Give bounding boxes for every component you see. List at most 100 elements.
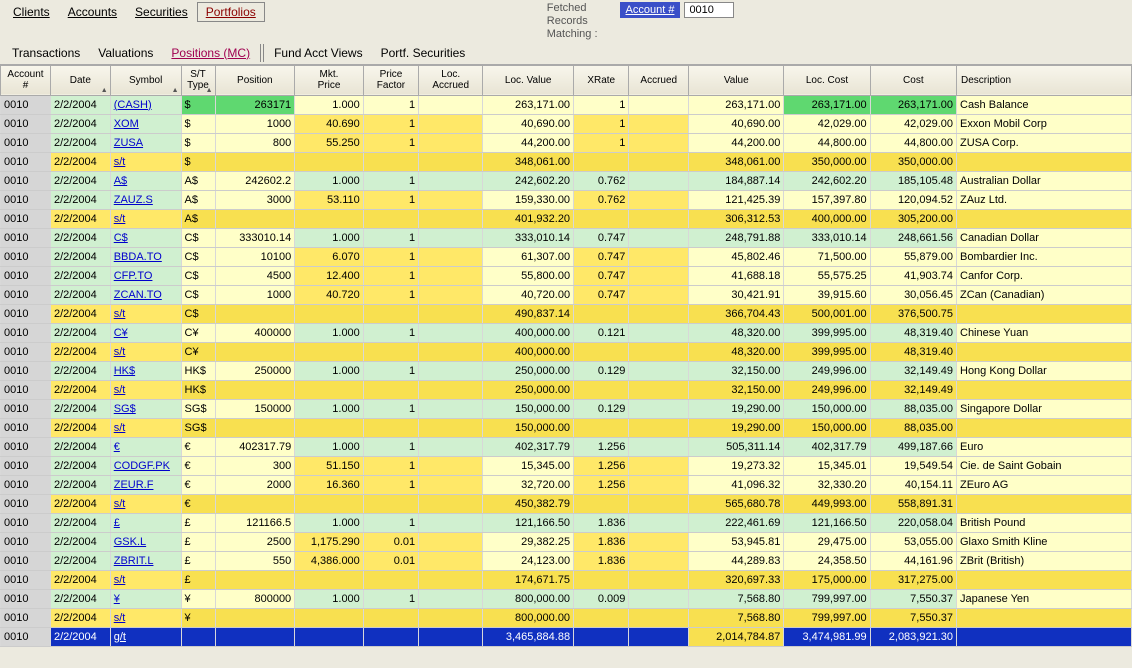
subtotal-row[interactable]: 00102/2/2004s/t$348,061.00348,061.00350,…	[1, 152, 1132, 171]
cell-sym[interactable]: s/t	[110, 209, 181, 228]
cell-sym[interactable]: £	[110, 513, 181, 532]
subtotal-row[interactable]: 00102/2/2004s/tA$401,932.20306,312.53400…	[1, 209, 1132, 228]
cell-pos: 333010.14	[215, 228, 295, 247]
table-row[interactable]: 00102/2/2004££121166.51.0001121,166.501.…	[1, 513, 1132, 532]
col-header-desc[interactable]: Description	[957, 65, 1132, 95]
col-header-ac[interactable]: Accrued	[629, 65, 689, 95]
cell-sym[interactable]: CFP.TO	[110, 266, 181, 285]
subtotal-row[interactable]: 00102/2/2004s/tC$490,837.14366,704.43500…	[1, 304, 1132, 323]
table-row[interactable]: 00102/2/2004€€402317.791.0001402,317.791…	[1, 437, 1132, 456]
col-header-xr[interactable]: XRate	[574, 65, 629, 95]
cell-pos	[215, 380, 295, 399]
account-input[interactable]	[684, 2, 734, 18]
col-header-pf[interactable]: PriceFactor	[363, 65, 418, 95]
cell-sym[interactable]: CODGF.PK	[110, 456, 181, 475]
cell-cost: 248,661.56	[870, 228, 956, 247]
cell-sym[interactable]: g/t	[110, 627, 181, 646]
cell-sym[interactable]: C¥	[110, 323, 181, 342]
subtotal-row[interactable]: 00102/2/2004s/t£174,671.75320,697.33175,…	[1, 570, 1132, 589]
cell-sym[interactable]: s/t	[110, 152, 181, 171]
col-header-date[interactable]: Date▲	[50, 65, 110, 95]
col-header-lc[interactable]: Loc. Cost	[784, 65, 870, 95]
table-row[interactable]: 00102/2/2004SG$SG$1500001.0001150,000.00…	[1, 399, 1132, 418]
cell-xr	[574, 380, 629, 399]
table-row[interactable]: 00102/2/2004C$C$333010.141.0001333,010.1…	[1, 228, 1132, 247]
cell-sym[interactable]: ¥	[110, 589, 181, 608]
cell-sym[interactable]: SG$	[110, 399, 181, 418]
cell-sym[interactable]: XOM	[110, 114, 181, 133]
sub-tab-transactions[interactable]: Transactions	[4, 44, 88, 62]
sub-tab-valuations[interactable]: Valuations	[90, 44, 161, 62]
table-row[interactable]: 00102/2/2004ZCAN.TOC$100040.720140,720.0…	[1, 285, 1132, 304]
col-header-mkt[interactable]: Mkt.Price	[295, 65, 364, 95]
table-row[interactable]: 00102/2/2004C¥C¥4000001.0001400,000.000.…	[1, 323, 1132, 342]
subtotal-row[interactable]: 00102/2/2004s/t€450,382.79565,680.78449,…	[1, 494, 1132, 513]
cell-st: SG$	[181, 399, 215, 418]
table-row[interactable]: 00102/2/2004BBDA.TOC$101006.070161,307.0…	[1, 247, 1132, 266]
col-header-cost[interactable]: Cost	[870, 65, 956, 95]
cell-sym[interactable]: ZUSA	[110, 133, 181, 152]
table-row[interactable]: 00102/2/2004ZAUZ.SA$300053.1101159,330.0…	[1, 190, 1132, 209]
col-header-val[interactable]: Value	[689, 65, 784, 95]
cell-sym[interactable]: A$	[110, 171, 181, 190]
table-row[interactable]: 00102/2/2004¥¥8000001.0001800,000.000.00…	[1, 589, 1132, 608]
col-header-acct[interactable]: Account#	[1, 65, 51, 95]
cell-sym[interactable]: GSK.L	[110, 532, 181, 551]
top-tab-securities[interactable]: Securities	[126, 2, 197, 22]
table-row[interactable]: 00102/2/2004(CASH)$2631711.0001263,171.0…	[1, 95, 1132, 114]
cell-sym[interactable]: ZAUZ.S	[110, 190, 181, 209]
cell-sym[interactable]: €	[110, 437, 181, 456]
cell-sym[interactable]: s/t	[110, 494, 181, 513]
table-row[interactable]: 00102/2/2004A$A$242602.21.0001242,602.20…	[1, 171, 1132, 190]
subtotal-row[interactable]: 00102/2/2004s/t¥800,000.007,568.80799,99…	[1, 608, 1132, 627]
col-header-st[interactable]: S/TType▲	[181, 65, 215, 95]
cell-sym[interactable]: s/t	[110, 304, 181, 323]
subtotal-row[interactable]: 00102/2/2004s/tHK$250,000.0032,150.00249…	[1, 380, 1132, 399]
grand-total-row[interactable]: 00102/2/2004g/t3,465,884.882,014,784.873…	[1, 627, 1132, 646]
cell-xr: 0.762	[574, 171, 629, 190]
cell-sym[interactable]: ZCAN.TO	[110, 285, 181, 304]
top-tab-accounts[interactable]: Accounts	[59, 2, 126, 22]
cell-sym[interactable]: s/t	[110, 570, 181, 589]
cell-la	[419, 171, 483, 190]
table-row[interactable]: 00102/2/2004ZEUR.F€200016.360132,720.001…	[1, 475, 1132, 494]
cell-mkt	[295, 494, 364, 513]
table-row[interactable]: 00102/2/2004GSK.L£25001,175.2900.0129,38…	[1, 532, 1132, 551]
cell-sym[interactable]: s/t	[110, 418, 181, 437]
cell-sym[interactable]: s/t	[110, 342, 181, 361]
col-header-sym[interactable]: Symbol▲	[110, 65, 181, 95]
sub-tab-fund-acct-views[interactable]: Fund Acct Views	[263, 44, 371, 62]
cell-val: 184,887.14	[689, 171, 784, 190]
cell-xr: 1.256	[574, 475, 629, 494]
sub-tab-positions-mc-[interactable]: Positions (MC)	[163, 44, 261, 62]
cell-sym[interactable]: ZEUR.F	[110, 475, 181, 494]
cell-sym[interactable]: HK$	[110, 361, 181, 380]
account-label[interactable]: Account #	[620, 2, 681, 18]
sub-tab-portf-securities[interactable]: Portf. Securities	[373, 44, 474, 62]
top-tab-portfolios[interactable]: Portfolios	[197, 2, 265, 22]
cell-desc: Japanese Yen	[957, 589, 1132, 608]
col-header-lv[interactable]: Loc. Value	[483, 65, 574, 95]
cell-val: 48,320.00	[689, 323, 784, 342]
table-row[interactable]: 00102/2/2004CODGF.PK€30051.150115,345.00…	[1, 456, 1132, 475]
cell-sym[interactable]: (CASH)	[110, 95, 181, 114]
subtotal-row[interactable]: 00102/2/2004s/tSG$150,000.0019,290.00150…	[1, 418, 1132, 437]
table-row[interactable]: 00102/2/2004XOM$100040.690140,690.00140,…	[1, 114, 1132, 133]
cell-sym[interactable]: ZBRIT.L	[110, 551, 181, 570]
cell-sym[interactable]: BBDA.TO	[110, 247, 181, 266]
cell-sym[interactable]: s/t	[110, 608, 181, 627]
table-row[interactable]: 00102/2/2004HK$HK$2500001.0001250,000.00…	[1, 361, 1132, 380]
subtotal-row[interactable]: 00102/2/2004s/tC¥400,000.0048,320.00399,…	[1, 342, 1132, 361]
positions-grid[interactable]: Account#Date▲Symbol▲S/TType▲PositionMkt.…	[0, 65, 1132, 647]
cell-desc	[957, 608, 1132, 627]
cell-cost: 48,319.40	[870, 323, 956, 342]
cell-sym[interactable]: C$	[110, 228, 181, 247]
col-header-la[interactable]: Loc.Accrued	[419, 65, 483, 95]
table-row[interactable]: 00102/2/2004ZBRIT.L£5504,386.0000.0124,1…	[1, 551, 1132, 570]
cell-sym[interactable]: s/t	[110, 380, 181, 399]
table-row[interactable]: 00102/2/2004ZUSA$80055.250144,200.00144,…	[1, 133, 1132, 152]
top-tab-clients[interactable]: Clients	[4, 2, 59, 22]
cell-acct: 0010	[1, 532, 51, 551]
table-row[interactable]: 00102/2/2004CFP.TOC$450012.400155,800.00…	[1, 266, 1132, 285]
col-header-pos[interactable]: Position	[215, 65, 295, 95]
